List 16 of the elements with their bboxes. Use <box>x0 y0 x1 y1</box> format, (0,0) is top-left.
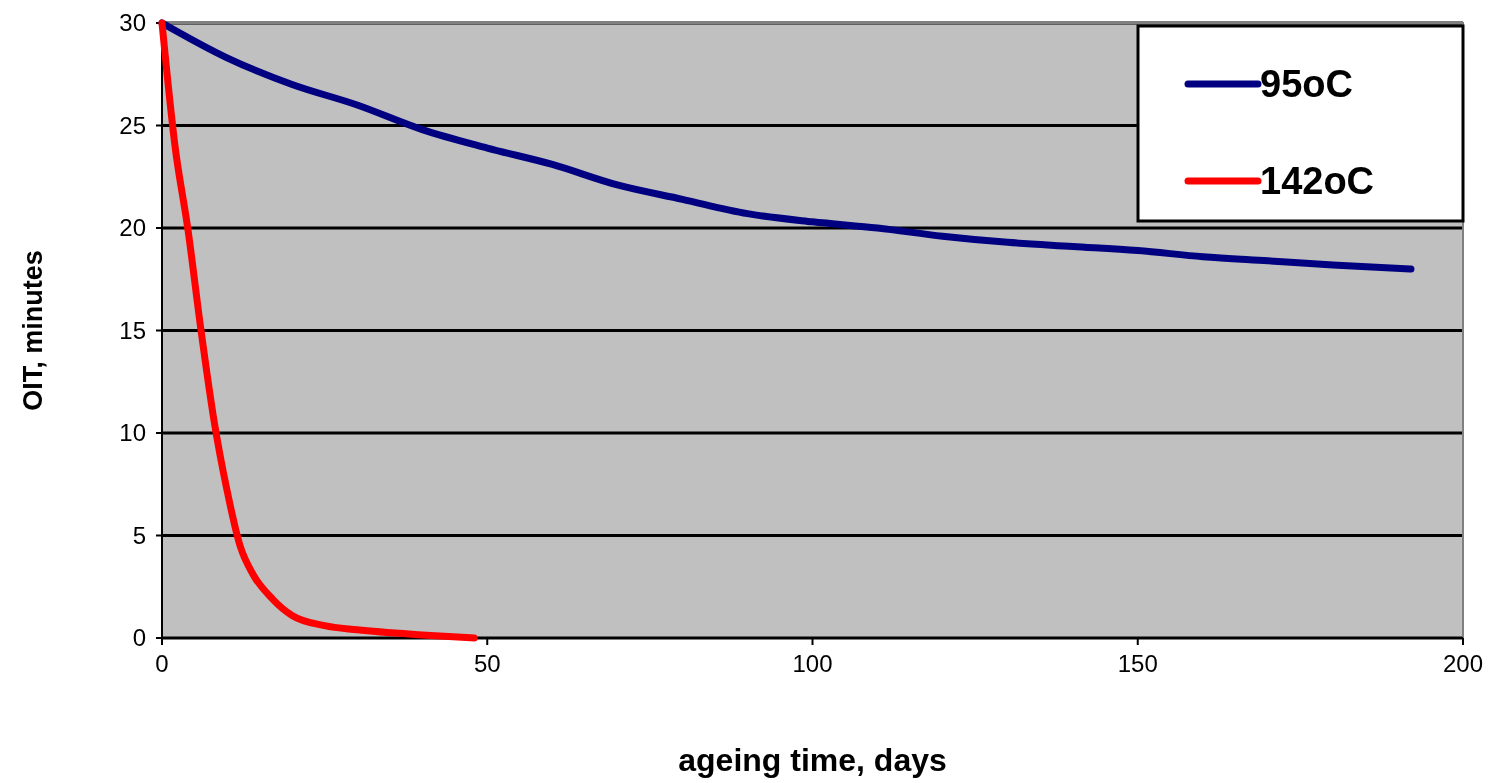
x-tick-label: 150 <box>1117 650 1158 677</box>
x-axis-title: ageing time, days <box>678 742 947 778</box>
legend-label: 142oC <box>1260 160 1375 203</box>
legend-label: 95oC <box>1260 63 1353 106</box>
y-tick-label: 0 <box>132 624 146 652</box>
y-tick-label: 25 <box>119 111 146 139</box>
x-tick-label: 0 <box>155 650 169 677</box>
y-tick-label: 20 <box>119 214 146 242</box>
x-tick-label: 50 <box>473 650 501 677</box>
x-tick-label: 200 <box>1442 650 1484 677</box>
y-axis-title: OIT, minutes <box>18 250 48 411</box>
y-tick-label: 5 <box>132 521 146 549</box>
x-tick-label: 100 <box>792 650 833 677</box>
y-tick-label: 10 <box>119 419 146 447</box>
y-tick-label: 30 <box>119 9 146 37</box>
y-tick-label: 15 <box>119 316 146 344</box>
